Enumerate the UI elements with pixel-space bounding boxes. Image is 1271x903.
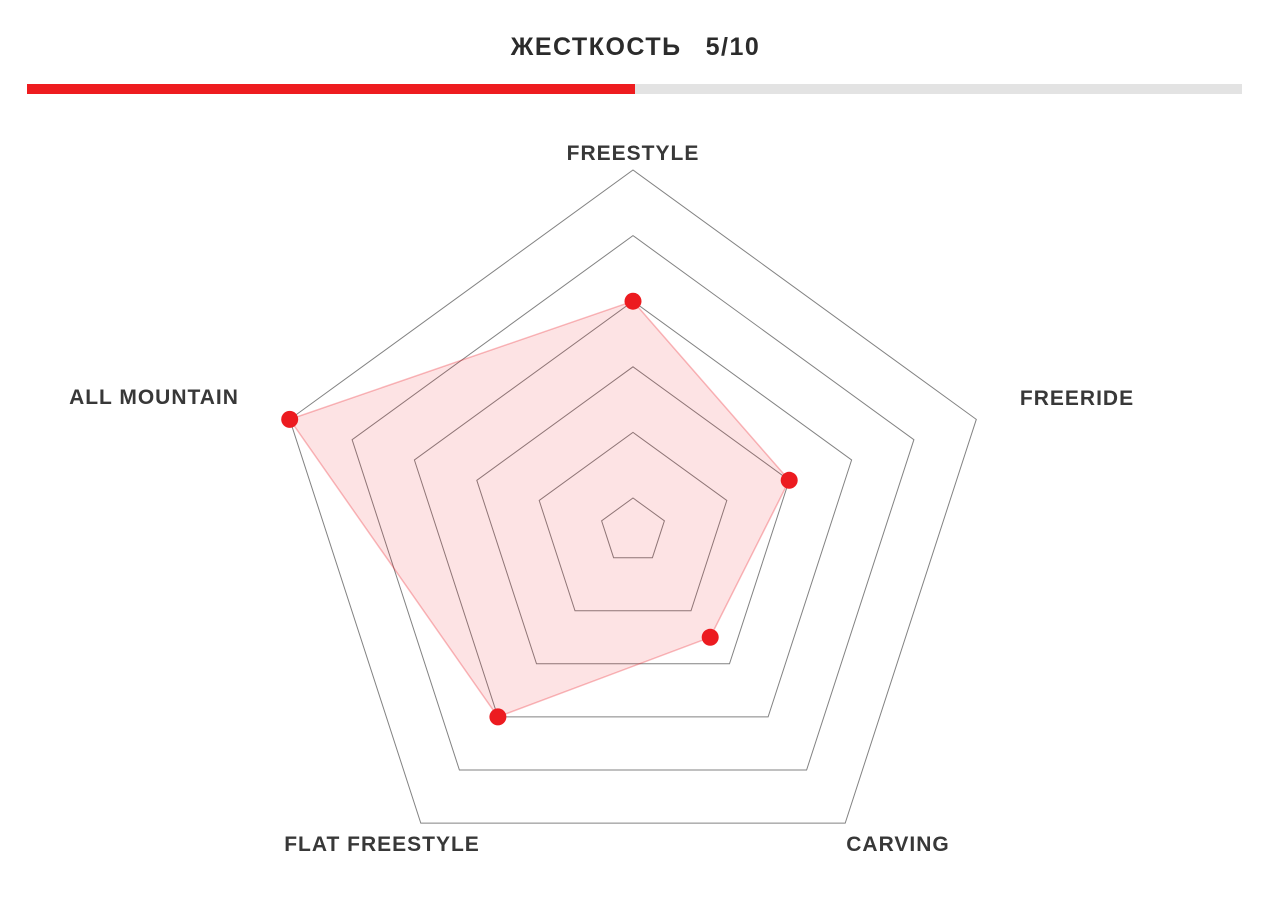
axis-label-freeride: FREERIDE xyxy=(1019,387,1135,410)
stiffness-title-row: ЖЕСТКОСТЬ 5/10 xyxy=(0,33,1271,62)
data-point-freestyle xyxy=(624,292,642,310)
data-point-all-mountain xyxy=(281,410,299,428)
data-point-flat-freestyle xyxy=(489,708,507,726)
axis-label-all-mountain: ALL MOUNTAIN xyxy=(69,386,239,409)
stiffness-title: ЖЕСТКОСТЬ xyxy=(510,33,682,61)
data-point-freeride xyxy=(780,471,798,489)
grid-ring xyxy=(351,234,915,771)
axis-label-flat-freestyle: FLAT FREESTYLE xyxy=(284,833,480,856)
grid-ring xyxy=(413,300,853,718)
grid-ring xyxy=(289,169,977,824)
grid-ring xyxy=(601,497,665,559)
axis-label-carving: CARVING xyxy=(846,833,950,856)
grid-ring xyxy=(476,366,790,665)
data-polygon xyxy=(288,300,791,718)
stiffness-progress-fill xyxy=(27,84,635,94)
stiffness-progress-track xyxy=(27,84,1242,94)
axis-label-freestyle: FREESTYLE xyxy=(566,142,700,165)
grid-ring xyxy=(538,431,728,612)
stiffness-value: 5/10 xyxy=(705,33,761,61)
data-point-carving xyxy=(701,628,719,646)
